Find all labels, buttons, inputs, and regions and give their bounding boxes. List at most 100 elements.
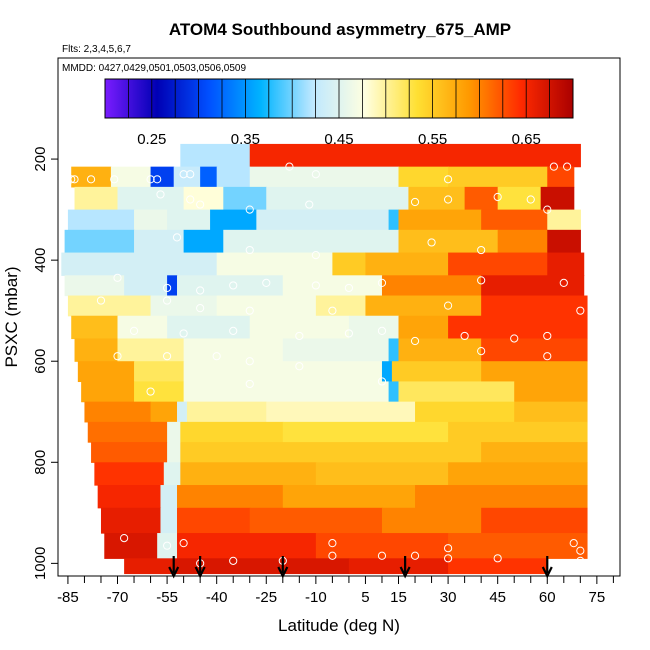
heatmap-cell <box>514 381 588 403</box>
data-marker <box>410 197 420 207</box>
heatmap-cell <box>497 229 548 254</box>
heatmap-cell <box>266 186 410 211</box>
colorbar: 0.25 0.35 0.45 0.55 0.65 <box>104 78 574 148</box>
data-marker <box>427 238 436 247</box>
heatmap-cell <box>180 421 284 443</box>
data-marker <box>559 278 568 287</box>
data-marker <box>344 283 354 293</box>
heatmap-cell <box>282 485 416 509</box>
heatmap-cell <box>547 209 581 231</box>
heatmap-cell <box>61 252 152 276</box>
data-marker <box>156 190 165 199</box>
data-marker <box>493 192 502 202</box>
y-axis-label: PSXC (mbar) <box>2 266 21 367</box>
heatmap-cell <box>150 166 175 188</box>
data-marker <box>543 352 552 361</box>
heatmap-cell <box>348 558 449 575</box>
colorbar-divisions <box>127 79 550 118</box>
data-marker <box>245 306 254 315</box>
data-marker <box>443 175 453 184</box>
heatmap-cell <box>348 442 482 463</box>
data-marker <box>229 281 238 290</box>
data-marker <box>493 554 502 563</box>
heatmap-cell <box>81 381 135 403</box>
heatmap-cell <box>74 338 119 362</box>
x-tick-label: -25 <box>255 589 277 606</box>
data-marker <box>179 170 188 179</box>
data-marker <box>196 304 205 313</box>
heatmap-cell <box>365 295 482 317</box>
x-tick-label: 15 <box>390 589 407 606</box>
data-marker <box>443 554 453 563</box>
colorbar-tick-label: 0.55 <box>418 131 447 148</box>
heatmap-cell <box>315 533 449 559</box>
data-marker <box>563 162 572 171</box>
heatmap-cell <box>249 315 350 340</box>
heatmap-cell <box>177 275 284 297</box>
heatmap-cell <box>381 361 393 383</box>
data-marker <box>146 387 155 396</box>
heatmap-cell <box>173 558 350 575</box>
heatmap-cell <box>481 507 588 534</box>
data-marker <box>285 162 294 171</box>
heatmap-cell <box>547 166 575 188</box>
heatmap-cell <box>71 166 112 188</box>
data-marker <box>70 175 79 184</box>
mmdd-label: MMDD: 0427,0429,0501,0503,0506,0509 <box>62 63 246 74</box>
data-marker <box>120 533 129 543</box>
data-marker <box>295 331 304 341</box>
heatmap-cell <box>134 229 185 254</box>
heatmap-cell <box>381 275 482 297</box>
heatmap-cell <box>547 252 585 276</box>
data-marker <box>153 175 162 184</box>
heatmap-cell <box>177 485 284 509</box>
data-marker <box>262 278 271 287</box>
chart-title: ATOM4 Southbound asymmetry_675_AMP <box>169 20 511 39</box>
x-tick-label: 30 <box>440 589 457 606</box>
heatmap-cell <box>97 485 162 509</box>
heatmap-cell <box>167 209 211 231</box>
colorbar-tick-label: 0.45 <box>324 131 353 148</box>
data-marker <box>305 200 314 209</box>
heatmap-cell <box>173 166 201 188</box>
heatmap-cell <box>223 229 400 254</box>
data-marker <box>543 205 552 214</box>
heatmap-cell <box>150 252 218 276</box>
x-tick-label: 5 <box>361 589 369 606</box>
heatmap-cell <box>481 209 548 231</box>
heatmap-cell <box>210 209 257 231</box>
heatmap-cell <box>124 275 168 297</box>
heatmap-cell <box>464 186 499 211</box>
heatmap-cell <box>391 361 482 383</box>
data-marker <box>245 379 254 389</box>
x-tick-label: 75 <box>589 589 606 606</box>
heatmap-cell <box>117 338 185 362</box>
heatmap-cell <box>157 533 178 559</box>
x-axis: -85 -70 -55 -40 -25 -10 5 15 30 45 60 75 <box>57 576 614 606</box>
data-marker <box>377 377 387 386</box>
data-marker <box>377 278 387 287</box>
heatmap-cell <box>134 209 168 231</box>
heatmap-cell <box>177 507 251 534</box>
colorbar-tick-label: 0.25 <box>137 131 166 148</box>
heatmap-cell <box>94 462 165 486</box>
heatmap-cell <box>150 295 218 317</box>
heatmap-cell <box>398 338 482 362</box>
heatmap-cell <box>74 186 119 211</box>
colorbar-labels: 0.25 0.35 0.45 0.55 0.65 <box>137 131 541 148</box>
data-marker <box>179 539 188 548</box>
data-marker <box>179 329 188 338</box>
heatmap-cell <box>64 275 125 297</box>
data-marker <box>110 175 119 184</box>
heatmap-cell <box>481 338 588 362</box>
heatmap-cell <box>540 186 575 211</box>
heatmap-cell <box>77 361 135 383</box>
colorbar-tick-label: 0.65 <box>512 131 541 148</box>
data-marker <box>576 306 585 315</box>
heatmap-cell <box>266 401 416 423</box>
heatmap-cell <box>180 442 350 463</box>
data-marker <box>477 347 486 356</box>
heatmap-cell <box>183 229 224 254</box>
heatmap-cell <box>110 166 152 188</box>
